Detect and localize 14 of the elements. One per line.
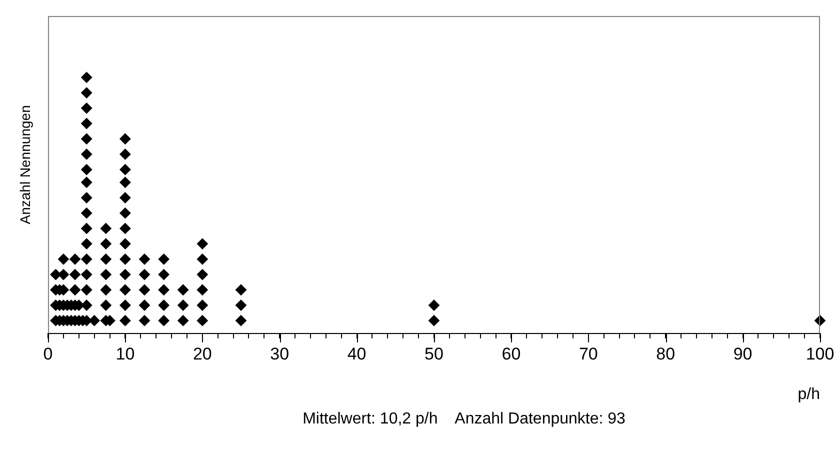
x-tick-label: 90 bbox=[733, 344, 752, 364]
x-tick-label: 20 bbox=[192, 344, 212, 364]
x-tick-label: 10 bbox=[116, 344, 135, 364]
x-tick-label: 70 bbox=[578, 344, 598, 364]
x-tick-label: 30 bbox=[270, 344, 290, 364]
x-axis-title: p/h bbox=[798, 386, 820, 403]
x-tick-label: 60 bbox=[502, 344, 521, 364]
x-tick-label: 40 bbox=[347, 344, 366, 364]
x-tick-label: 50 bbox=[424, 344, 444, 364]
text: Mittelwert: 10,2 p/h Anzahl Datenpunkte: 93 bbox=[302, 410, 626, 428]
x-tick-label: 100 bbox=[806, 344, 834, 364]
y-axis-title: Anzahl Nennungen bbox=[16, 105, 33, 224]
x-tick-label: 80 bbox=[656, 344, 676, 364]
x-tick-label: 0 bbox=[43, 344, 53, 364]
